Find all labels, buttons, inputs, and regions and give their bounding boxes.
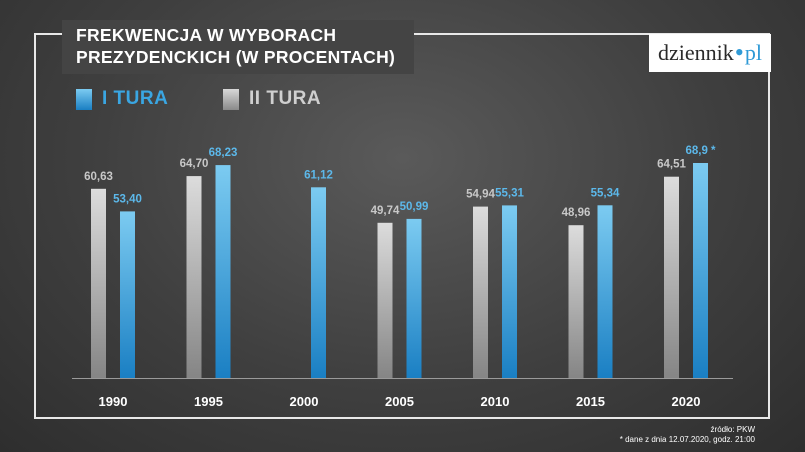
bar-tura-1-2000: [311, 187, 326, 378]
x-tick-label-2000: 2000: [290, 394, 319, 409]
x-tick-label-1995: 1995: [194, 394, 223, 409]
data-label-tura-2-2020: 64,51: [657, 159, 686, 171]
logo-suffix: pl: [744, 40, 762, 65]
data-label-tura-1-1995: 68,23: [209, 147, 238, 159]
legend-label-tura-2: II TURA: [249, 88, 322, 109]
data-label-tura-1-2000: 61,12: [304, 169, 333, 181]
bar-tura-1-2015: [597, 205, 613, 378]
x-tick-label-2010: 2010: [481, 394, 510, 409]
chart-title-line-2: PREZYDENCKICH (W PROCENTACH): [76, 47, 396, 67]
x-tick-label-1990: 1990: [99, 394, 128, 409]
legend-label-tura-1: I TURA: [102, 88, 169, 109]
logo-dot: •: [734, 38, 744, 67]
legend-item-tura-2: II TURA: [223, 88, 321, 110]
legend-item-tura-1: I TURA: [76, 88, 168, 110]
date-note: * dane z dnia 12.07.2020, godz. 21:00: [619, 435, 755, 444]
bar-tura-1-2010: [502, 205, 517, 378]
data-label-tura-1-2010: 55,31: [495, 187, 524, 199]
bar-tura-2-2020: [664, 176, 679, 378]
x-tick-label-2020: 2020: [672, 394, 701, 409]
bar-tura-2-2015: [568, 225, 584, 378]
bar-tura-2-1995: [186, 176, 202, 378]
data-label-tura-1-2005: 50,99: [400, 201, 429, 213]
chart-title: FREKWENCJA W WYBORACH PREZYDENCKICH (W P…: [76, 24, 416, 68]
data-label-tura-2-1995: 64,70: [180, 158, 209, 170]
data-label-tura-2-2010: 54,94: [466, 189, 495, 201]
legend-swatch-tura-2: [223, 88, 239, 110]
source-note: źródło: PKW: [710, 425, 755, 434]
data-label-tura-1-2020: 68,9 *: [685, 145, 716, 157]
data-label-tura-2-1990: 60,63: [84, 171, 113, 183]
bar-tura-1-2005: [406, 218, 422, 378]
bar-tura-2-2010: [473, 206, 488, 378]
bar-tura-2-2005: [377, 222, 393, 378]
title-background: [62, 20, 414, 74]
data-label-tura-2-2015: 48,96: [562, 207, 591, 219]
dziennik-logo[interactable]: dziennik • pl: [649, 34, 771, 72]
bar-tura-1-2020: [693, 163, 708, 378]
bar-tura-1-1995: [215, 165, 231, 378]
legend-swatch-tura-1: [76, 88, 92, 110]
data-label-tura-1-2015: 55,34: [591, 187, 620, 199]
logo-name: dziennik: [658, 40, 734, 65]
bar-tura-2-1990: [91, 188, 106, 378]
chart-footer: źródło: PKW * dane z dnia 12.07.2020, go…: [620, 425, 755, 445]
x-tick-label-2005: 2005: [385, 394, 414, 409]
data-label-tura-1-1990: 53,40: [113, 193, 142, 205]
chart-title-line-1: FREKWENCJA W WYBORACH: [76, 25, 337, 45]
x-tick-label-2015: 2015: [576, 394, 605, 409]
bar-tura-1-1990: [120, 211, 135, 378]
data-label-tura-2-2005: 49,74: [371, 205, 400, 217]
